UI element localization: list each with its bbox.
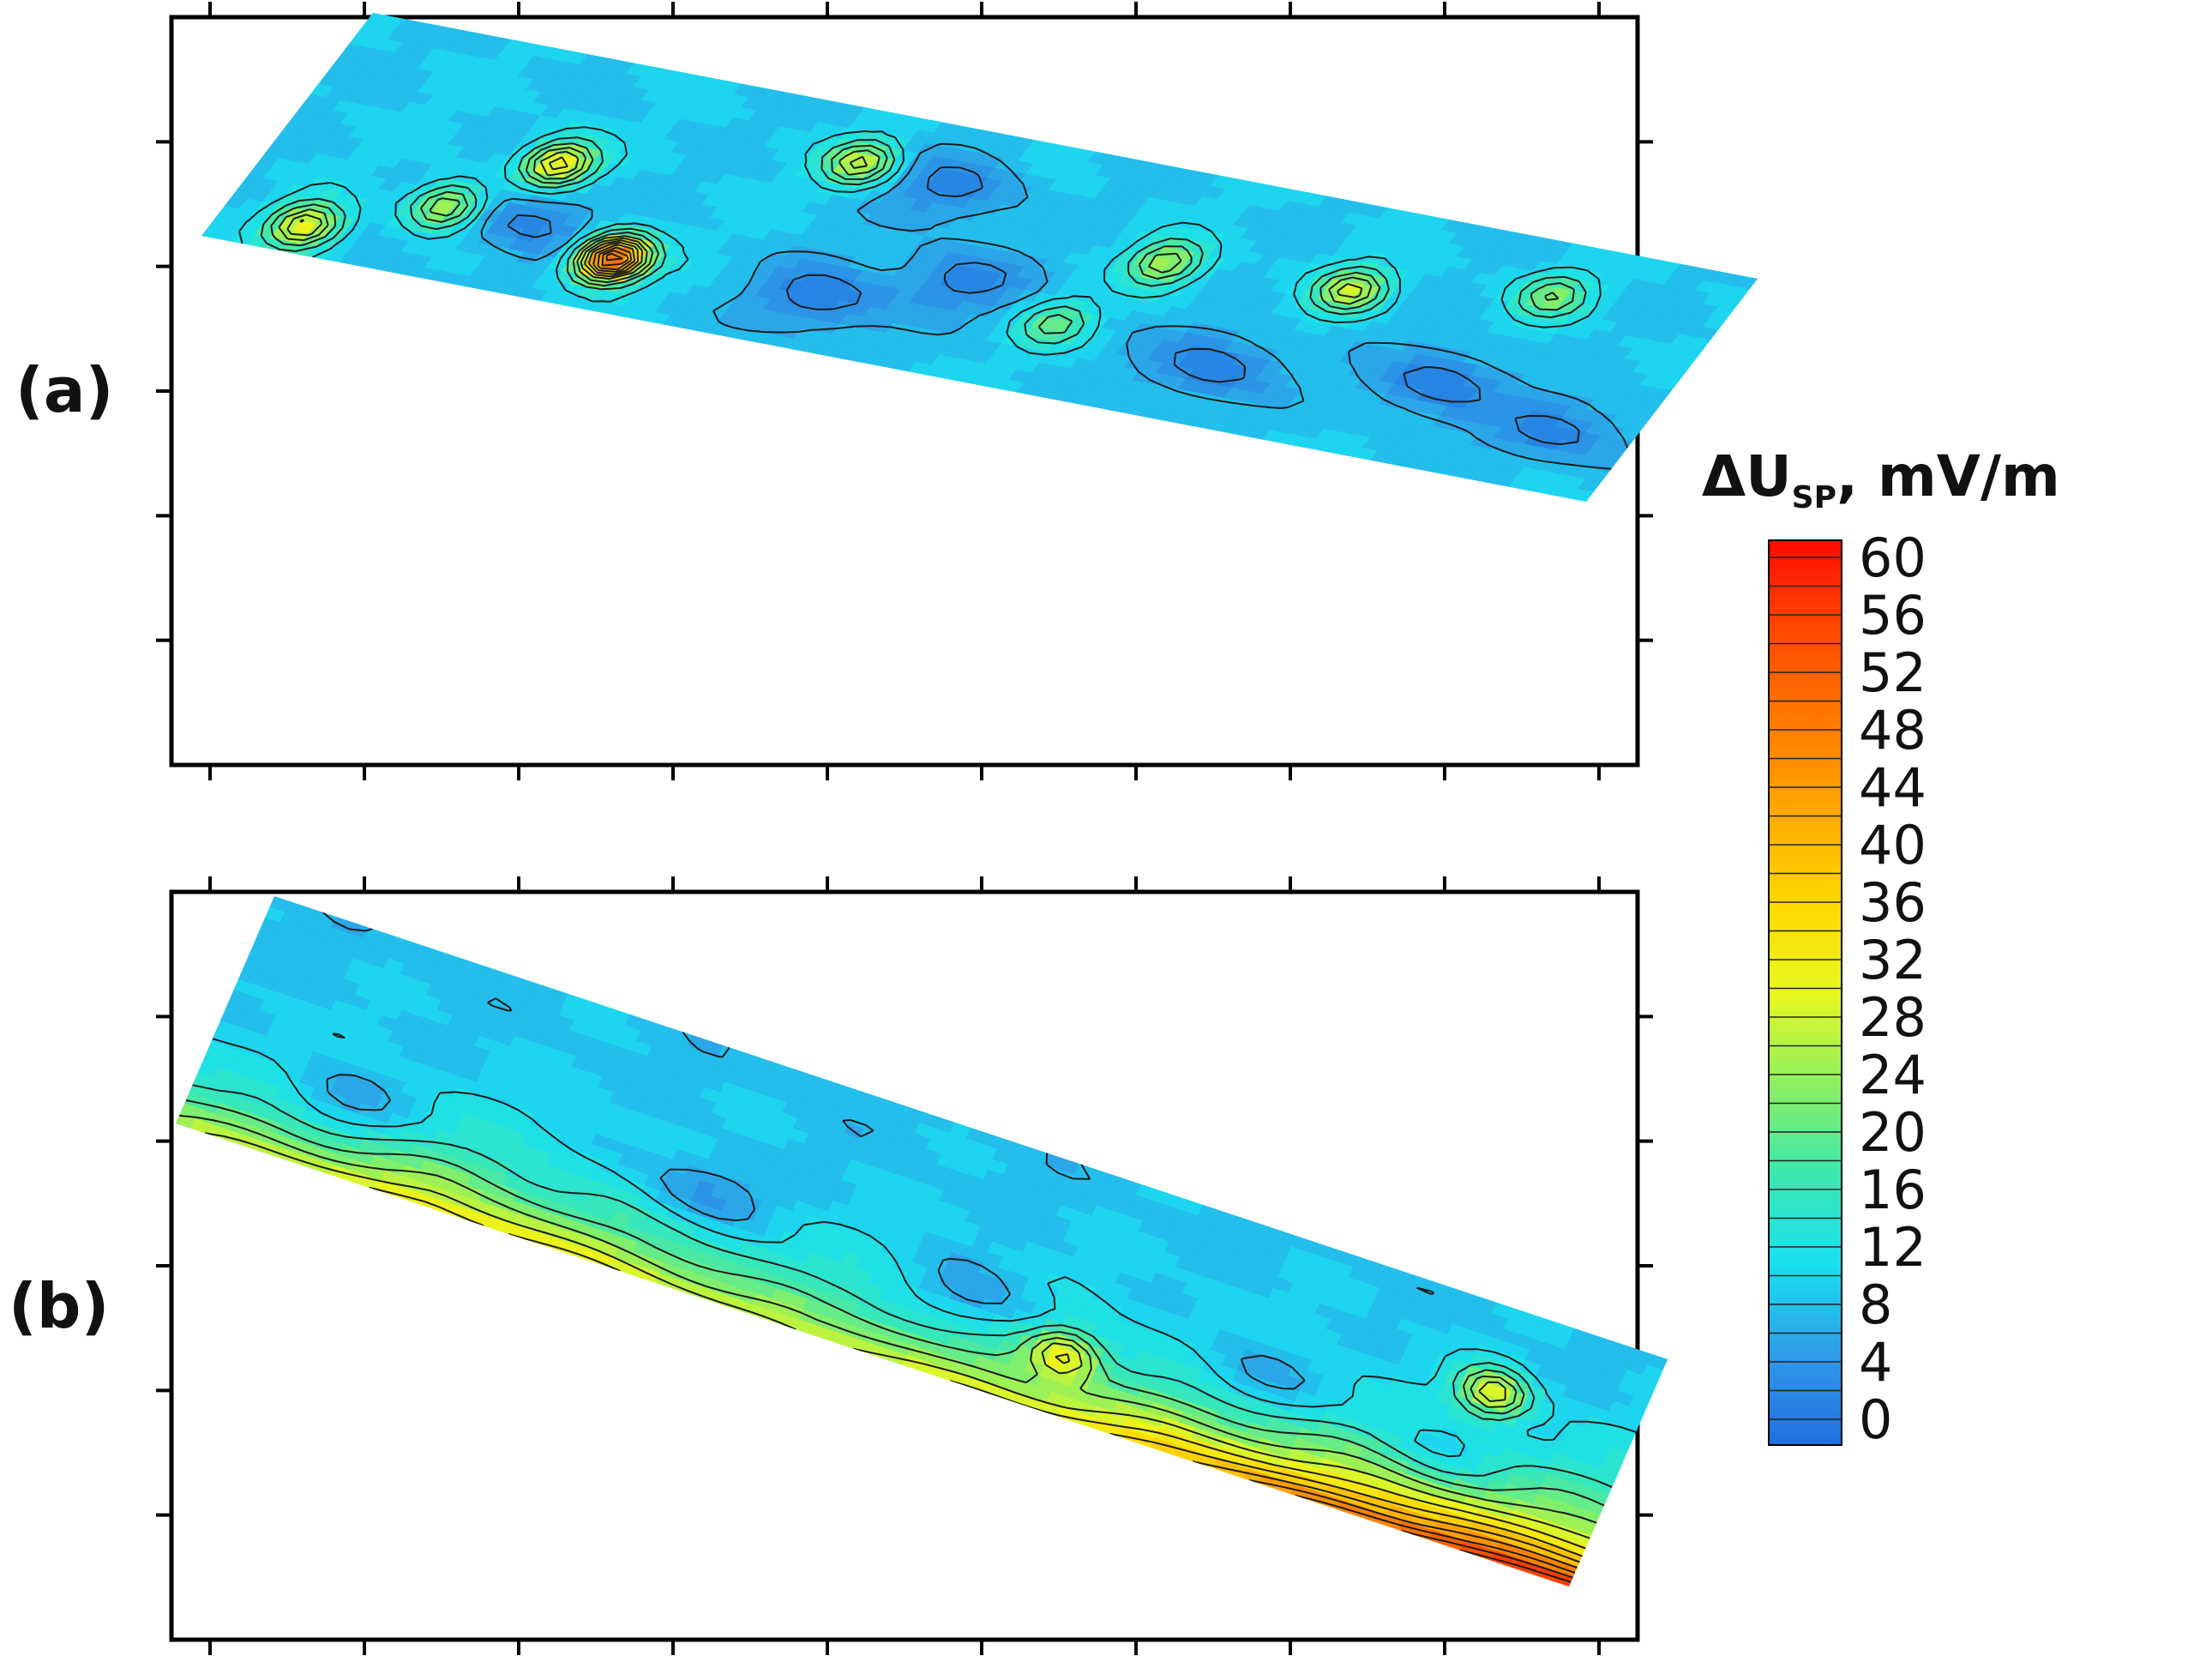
colorbar-tick-label: 56 bbox=[1859, 584, 1926, 647]
colorbar-tick-label: 32 bbox=[1859, 929, 1926, 991]
panel-a: (a) bbox=[15, 2, 1758, 780]
colorbar-tick-label: 0 bbox=[1859, 1388, 1892, 1451]
contour-line bbox=[270, 142, 1575, 334]
colorbar-tick-label: 44 bbox=[1859, 756, 1926, 819]
contour-line bbox=[605, 252, 623, 262]
contour-line bbox=[260, 136, 1587, 345]
colorbar-tick-label: 52 bbox=[1859, 641, 1926, 704]
colorbar-title-unit: , mV/m bbox=[1836, 443, 2060, 509]
contour-line bbox=[587, 241, 640, 275]
contour-line bbox=[299, 156, 644, 278]
panel-a-map bbox=[201, 13, 1758, 502]
colorbar-tick-label: 40 bbox=[1859, 814, 1926, 876]
panel-b-map bbox=[176, 896, 1668, 1587]
colorbar-tick-label: 28 bbox=[1859, 986, 1926, 1049]
colorbar-tick-label: 4 bbox=[1859, 1331, 1892, 1394]
colorbar-title-main: ΔU bbox=[1702, 443, 1792, 509]
colorbar-title-sub: SP bbox=[1792, 480, 1836, 515]
contour-line bbox=[592, 244, 636, 273]
panel-b-ticks bbox=[156, 876, 1653, 1655]
colorbar-tick-label: 20 bbox=[1859, 1101, 1926, 1164]
colorbar-tick-label: 48 bbox=[1859, 699, 1926, 762]
map-cell bbox=[1733, 274, 1758, 290]
colorbar-tick-label: 24 bbox=[1859, 1044, 1926, 1106]
panel-a-label: (a) bbox=[15, 354, 113, 426]
colorbar-title: ΔUSP, mV/m bbox=[1702, 443, 2060, 515]
contour-line bbox=[601, 250, 629, 267]
colorbar-tick-label: 8 bbox=[1859, 1274, 1892, 1336]
colorbar-tick-label: 36 bbox=[1859, 871, 1926, 934]
colorbar-ramp bbox=[1768, 539, 1842, 1446]
contour-line bbox=[597, 246, 633, 271]
panel-b: (b) bbox=[9, 876, 1668, 1655]
contour-line bbox=[507, 166, 1580, 446]
colorbar-tick-label: 16 bbox=[1859, 1159, 1926, 1221]
contour-line bbox=[278, 147, 1560, 305]
contour-line bbox=[480, 142, 1629, 470]
panel-b-label: (b) bbox=[9, 1270, 109, 1342]
contour-line bbox=[286, 150, 1363, 298]
contour-line bbox=[238, 126, 1602, 356]
colorbar-tick-label: 60 bbox=[1859, 527, 1926, 589]
colorbar-tick-label: 12 bbox=[1859, 1216, 1926, 1279]
